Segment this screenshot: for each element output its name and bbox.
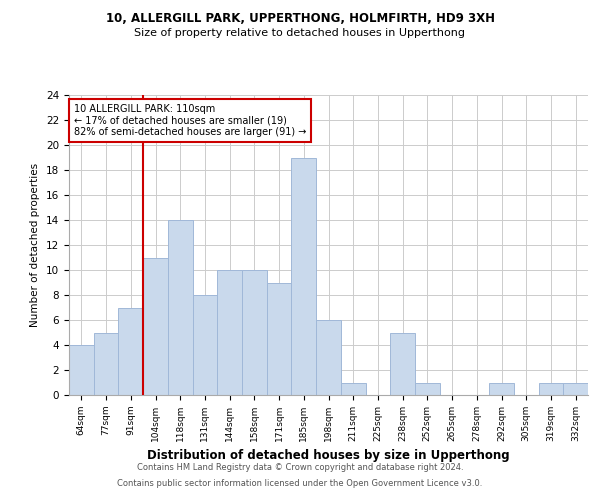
- Text: 10, ALLERGILL PARK, UPPERTHONG, HOLMFIRTH, HD9 3XH: 10, ALLERGILL PARK, UPPERTHONG, HOLMFIRT…: [106, 12, 494, 26]
- Bar: [143, 258, 168, 395]
- Bar: [118, 308, 143, 395]
- Bar: [217, 270, 242, 395]
- Bar: [539, 382, 563, 395]
- X-axis label: Distribution of detached houses by size in Upperthong: Distribution of detached houses by size …: [147, 450, 510, 462]
- Bar: [193, 295, 217, 395]
- Bar: [390, 332, 415, 395]
- Bar: [267, 282, 292, 395]
- Text: Contains HM Land Registry data © Crown copyright and database right 2024.: Contains HM Land Registry data © Crown c…: [137, 464, 463, 472]
- Bar: [168, 220, 193, 395]
- Text: Contains public sector information licensed under the Open Government Licence v3: Contains public sector information licen…: [118, 478, 482, 488]
- Bar: [69, 345, 94, 395]
- Bar: [94, 332, 118, 395]
- Bar: [242, 270, 267, 395]
- Bar: [341, 382, 365, 395]
- Bar: [415, 382, 440, 395]
- Bar: [489, 382, 514, 395]
- Bar: [563, 382, 588, 395]
- Bar: [316, 320, 341, 395]
- Text: 10 ALLERGILL PARK: 110sqm
← 17% of detached houses are smaller (19)
82% of semi-: 10 ALLERGILL PARK: 110sqm ← 17% of detac…: [74, 104, 307, 137]
- Y-axis label: Number of detached properties: Number of detached properties: [31, 163, 40, 327]
- Text: Size of property relative to detached houses in Upperthong: Size of property relative to detached ho…: [134, 28, 466, 38]
- Bar: [292, 158, 316, 395]
